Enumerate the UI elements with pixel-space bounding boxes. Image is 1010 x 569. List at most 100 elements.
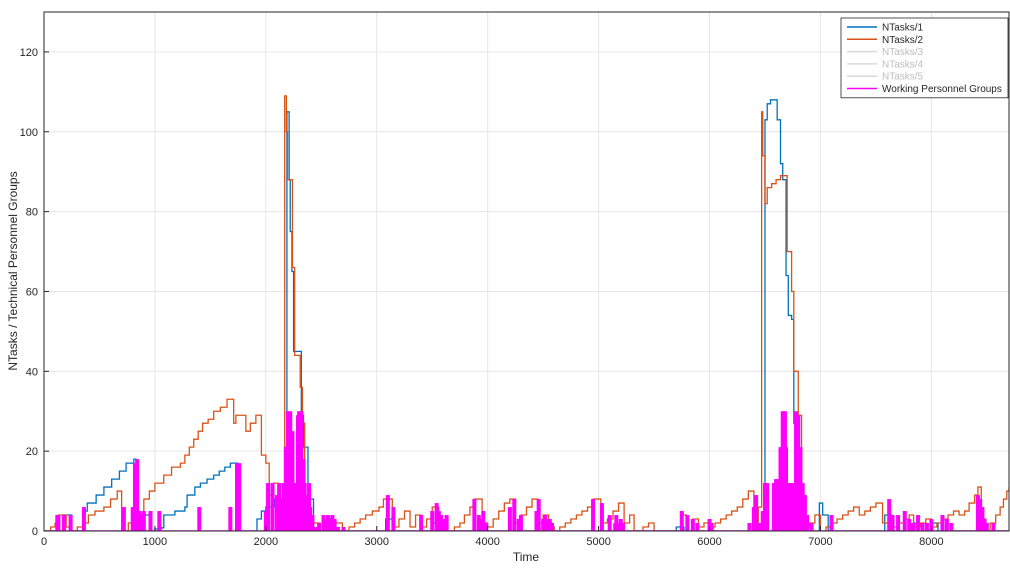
series-working-personnel-groups-spike xyxy=(621,523,625,531)
series-working-personnel-groups-spike xyxy=(798,447,803,531)
series-working-personnel-groups-spike xyxy=(235,463,239,531)
x-axis-label: Time xyxy=(513,550,540,564)
series-working-personnel-groups-spike xyxy=(293,483,298,531)
series-working-personnel-groups-spike xyxy=(791,483,796,531)
series-working-personnel-groups-spike xyxy=(911,523,916,531)
series-working-personnel-groups-spike xyxy=(332,519,337,531)
series-working-personnel-groups-spike xyxy=(909,523,914,531)
series-working-personnel-groups-spike xyxy=(310,515,315,531)
y-tick-label: 40 xyxy=(26,366,38,378)
series-working-personnel-groups-spike xyxy=(984,523,989,531)
series-working-personnel-groups-spike xyxy=(81,507,86,531)
series-working-personnel-groups-spike xyxy=(439,515,444,531)
series-working-personnel-groups-spike xyxy=(690,519,695,531)
tick-labels: 0 1000 2000 3000 4000 5000 6000 7000 8000 0 20 40 60… xyxy=(20,47,944,548)
series-working-personnel-groups-spike xyxy=(135,459,140,531)
series-lines xyxy=(44,95,1009,531)
series-working-personnel-groups-spike xyxy=(778,447,783,531)
series-working-personnel-groups-spike xyxy=(335,527,340,531)
series-working-personnel-groups-spike xyxy=(541,519,546,531)
series-working-personnel-groups-spike xyxy=(543,515,548,531)
series-working-personnel-groups-spike xyxy=(472,499,477,531)
x-tick-label: 7000 xyxy=(808,536,832,548)
series-working-personnel-groups-spike xyxy=(290,431,295,531)
legend-box xyxy=(840,17,1009,99)
series-working-personnel-groups-spike xyxy=(774,479,779,531)
series-working-personnel-groups-spike xyxy=(288,411,293,531)
series-working-personnel-groups-spike xyxy=(263,511,268,531)
series-working-personnel-groups-spike xyxy=(391,507,396,531)
y-tick-label: 60 xyxy=(26,286,38,298)
legend-label-ntasks-3: NTasks/3 xyxy=(882,47,924,58)
series-working-personnel-groups-spike xyxy=(829,515,834,531)
series-working-personnel-groups-spike xyxy=(341,527,346,531)
series-working-personnel-groups-spike xyxy=(328,519,333,531)
series-working-personnel-groups-spike xyxy=(902,511,907,531)
series-working-personnel-groups-spike xyxy=(325,515,330,531)
series-working-personnel-groups-spike xyxy=(534,511,539,531)
series-working-personnel-groups-spike xyxy=(68,515,73,531)
series-working-personnel-groups-spike xyxy=(802,495,807,531)
series-working-personnel-groups-spike xyxy=(512,499,517,531)
series-working-personnel-groups-spike xyxy=(237,463,242,531)
series-working-personnel-groups-spike xyxy=(545,519,550,531)
series-working-personnel-groups-spike xyxy=(436,511,441,531)
x-tick-label: 6000 xyxy=(697,536,721,548)
series-working-personnel-groups-spike xyxy=(685,515,690,531)
series-working-personnel-groups-spike xyxy=(756,523,761,531)
series-working-personnel-groups-spike xyxy=(924,523,929,531)
series-working-personnel-groups-spike xyxy=(758,523,763,531)
plot-frame xyxy=(43,11,1010,532)
series-working-personnel-groups-spike xyxy=(599,503,604,531)
series-working-personnel-groups-spike xyxy=(776,479,781,531)
series-working-personnel-groups-spike xyxy=(794,411,799,531)
series-working-personnel-groups-spike xyxy=(907,519,912,531)
series-working-personnel-groups-spike xyxy=(308,507,313,531)
series-working-personnel-groups-spike xyxy=(197,507,202,531)
series-working-personnel-groups-spike xyxy=(441,519,446,531)
series-working-personnel-groups-spike xyxy=(754,495,759,531)
series-working-personnel-groups-spike xyxy=(132,463,137,531)
series-working-personnel-groups-spike xyxy=(796,415,801,531)
series-working-personnel-groups-spike xyxy=(980,507,985,531)
y-axis-label: NTasks / Technical Personnel Groups xyxy=(6,171,20,370)
series-working-personnel-groups-spike xyxy=(434,503,439,531)
series-working-personnel-groups-spike xyxy=(277,483,282,531)
series-working-personnel-groups-spike xyxy=(920,523,925,531)
series-working-personnel-groups-spike xyxy=(547,519,552,531)
series-working-personnel-groups-spike xyxy=(323,519,328,531)
series-working-personnel-groups-spike xyxy=(809,523,814,531)
series-working-personnel-groups-spike xyxy=(274,495,279,531)
series-working-personnel-groups-spike xyxy=(304,495,309,531)
series-working-personnel-groups-spike xyxy=(266,483,271,531)
legend-label-ntasks-5: NTasks/5 xyxy=(882,72,924,83)
series-working-personnel-groups-spike xyxy=(991,523,996,531)
series-working-personnel-groups-spike xyxy=(785,483,790,531)
series-working-personnel-groups-spike xyxy=(618,519,623,531)
series-working-personnel-groups-spike xyxy=(299,411,304,531)
series-working-personnel-groups-spike xyxy=(916,515,921,531)
series-working-personnel-groups-spike xyxy=(141,511,146,531)
series-working-personnel-groups-spike xyxy=(281,483,286,531)
series-working-personnel-groups-spike xyxy=(771,483,776,531)
series-working-personnel-groups-spike xyxy=(800,483,805,531)
series-working-personnel-groups-spike xyxy=(385,495,390,531)
series-working-personnel-groups-spike xyxy=(616,523,621,531)
series-working-personnel-groups-spike xyxy=(148,511,153,531)
series-working-personnel-groups-spike xyxy=(751,507,756,531)
series-working-personnel-groups-spike xyxy=(607,515,612,531)
series-working-personnel-groups-spike xyxy=(944,519,949,531)
series-working-personnel-groups-spike xyxy=(949,523,954,531)
series-working-personnel-groups-spike xyxy=(507,507,512,531)
y-tick-label: 20 xyxy=(26,446,38,458)
series-working-personnel-groups-spike xyxy=(430,511,435,531)
series-working-personnel-groups-spike xyxy=(762,483,767,531)
series-working-personnel-groups-spike xyxy=(695,523,700,531)
series-working-personnel-groups-spike xyxy=(481,511,486,531)
series-working-personnel-groups-spike xyxy=(975,495,980,531)
series-working-personnel-groups-spike xyxy=(787,483,792,531)
x-tick-label: 4000 xyxy=(475,536,499,548)
series-working-personnel-groups-spike xyxy=(130,507,135,531)
